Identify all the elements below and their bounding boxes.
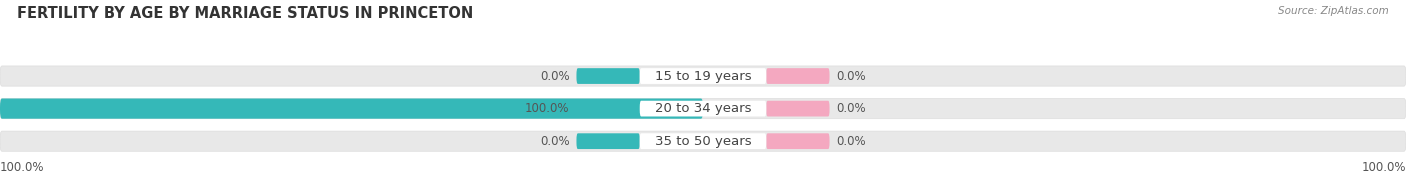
FancyBboxPatch shape xyxy=(640,68,766,84)
Text: 0.0%: 0.0% xyxy=(540,70,569,83)
FancyBboxPatch shape xyxy=(0,66,1406,86)
FancyBboxPatch shape xyxy=(0,99,703,119)
FancyBboxPatch shape xyxy=(0,99,1406,119)
Text: FERTILITY BY AGE BY MARRIAGE STATUS IN PRINCETON: FERTILITY BY AGE BY MARRIAGE STATUS IN P… xyxy=(17,6,474,21)
FancyBboxPatch shape xyxy=(766,68,830,84)
FancyBboxPatch shape xyxy=(0,131,1406,151)
Text: 35 to 50 years: 35 to 50 years xyxy=(655,135,751,148)
Text: 15 to 19 years: 15 to 19 years xyxy=(655,70,751,83)
Text: Source: ZipAtlas.com: Source: ZipAtlas.com xyxy=(1278,6,1389,16)
Text: 0.0%: 0.0% xyxy=(837,135,866,148)
FancyBboxPatch shape xyxy=(640,101,766,116)
Text: 100.0%: 100.0% xyxy=(524,102,569,115)
FancyBboxPatch shape xyxy=(766,101,830,116)
Text: 100.0%: 100.0% xyxy=(1361,161,1406,174)
FancyBboxPatch shape xyxy=(576,101,640,116)
Text: 0.0%: 0.0% xyxy=(837,70,866,83)
Text: 0.0%: 0.0% xyxy=(837,102,866,115)
Text: 100.0%: 100.0% xyxy=(0,161,45,174)
Text: 20 to 34 years: 20 to 34 years xyxy=(655,102,751,115)
FancyBboxPatch shape xyxy=(640,133,766,149)
FancyBboxPatch shape xyxy=(766,133,830,149)
FancyBboxPatch shape xyxy=(576,133,640,149)
FancyBboxPatch shape xyxy=(576,68,640,84)
Text: 0.0%: 0.0% xyxy=(540,135,569,148)
